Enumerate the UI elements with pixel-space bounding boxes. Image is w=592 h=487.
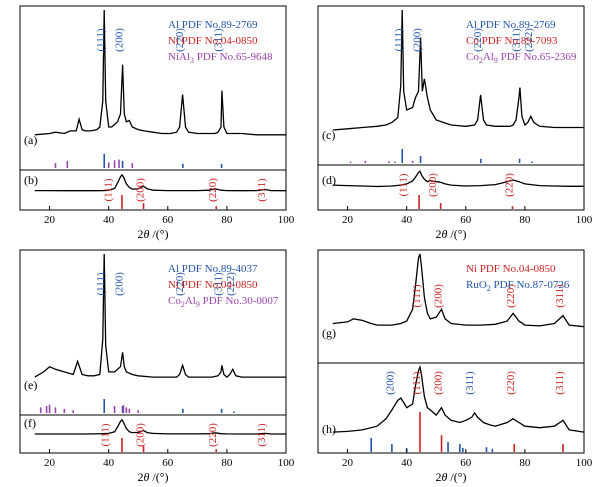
peak-label: (222) [225,272,237,296]
x-tick-label: 60 [162,214,174,226]
x-tick-label: 100 [278,214,295,226]
legend-entry: Al PDF No.89-2769 [168,19,258,31]
legend-entry: Co PDF No.89-7093 [466,35,558,47]
peak-label: (311) [256,178,268,202]
legend-entry: Ni PDF No.04-0850 [168,279,258,291]
peak-label: (220) [505,284,517,308]
chart-panel-1: (a) (b) (111) (200) (220) (311) (111) (200) (220… [19,5,295,241]
peak-label: (200) [114,272,126,296]
x-tick-label: 40 [103,457,115,469]
peak-label: (111) [393,28,405,51]
x-tick-label: 40 [401,457,413,469]
peak-label: (200) [135,178,147,202]
peak-label: (111) [100,423,112,446]
x-tick-label: 60 [460,214,472,226]
peak-label: (220) [207,423,219,447]
peak-label: (222) [523,28,535,52]
chart-panel-2: (c) (d) (111) (200) (220) (311) (222) (111) (200… [317,5,592,241]
xrd-trace-e [34,253,286,378]
x-tick-label: 40 [401,214,413,226]
xrd-trace-a [34,9,286,136]
panel-label: (b) [24,173,38,187]
chart-panel-4: (g) (h) (111) (200) (220) (311) (200) (111) (200… [317,249,592,484]
peak-label: (311) [554,284,566,308]
peak-label: (220) [503,173,515,197]
plot-frame [317,5,585,211]
peak-label: (111) [103,178,115,201]
xrd-trace-f [34,418,286,435]
peak-label: (311) [464,371,476,395]
peak-label: (200) [384,371,396,395]
peak-label: (200) [427,173,439,197]
peak-label: (311) [256,423,268,447]
xrd-trace-g [332,253,585,328]
x-tick-label: 60 [460,457,472,469]
plot-frame [19,249,287,454]
x-tick-label: 40 [103,214,115,226]
plot-frame [19,5,287,211]
peak-label: (311) [511,28,523,52]
peak-label: (220) [472,28,484,52]
panel-label: (h) [322,422,336,436]
peak-label: (200) [433,284,445,308]
peak-label: (111) [411,284,423,307]
peak-label: (220) [505,371,517,395]
panel-label: (e) [24,378,37,392]
legend-entry: Al PDF No.89-2769 [466,19,556,31]
peak-label: (220) [207,178,219,202]
x-tick-label: 20 [342,214,354,226]
peak-label: (220) [174,272,186,296]
legend-entry: Ni PDF No.04-0850 [466,263,556,275]
xrd-trace-c [332,9,584,131]
xrd-trace-d [332,170,584,188]
x-axis-label: 2θ /(°) [137,470,168,484]
legend-entry: Co2Al9 PDF No.65-2369 [466,51,577,65]
peak-label: (200) [114,28,126,52]
panel-label: (d) [322,173,336,187]
x-tick-label: 100 [576,457,592,469]
peak-label: (220) [174,28,186,52]
x-tick-label: 80 [221,214,233,226]
peak-label: (111) [95,28,107,51]
plot-frame [317,249,585,454]
peak-label: (311) [213,28,225,52]
legend-entry: Co2Al9 PDF No.30-0007 [168,295,279,309]
x-tick-label: 80 [519,214,531,226]
peak-label: (200) [412,28,424,52]
x-tick-label: 80 [519,457,531,469]
x-axis-label: 2θ /(°) [435,470,466,484]
chart-panel-3: (e)(f)(111) (200) (220) (311) (222)(111) (200… [19,249,295,484]
peak-label: (111) [398,173,410,196]
x-axis-label: 2θ /(°) [435,227,466,241]
x-tick-label: 20 [44,214,56,226]
x-tick-label: 60 [162,457,174,469]
x-axis-label: 2θ /(°) [137,227,168,241]
peak-label: (111) [411,371,423,394]
panel-label: (f) [24,416,36,430]
peak-label: (311) [213,272,225,296]
peak-label: (311) [554,371,566,395]
x-tick-label: 100 [576,214,592,226]
x-tick-label: 20 [44,457,56,469]
legend-entry: Ni PDF No.04-0850 [168,35,258,47]
x-tick-label: 20 [342,457,354,469]
peak-label: (200) [135,423,147,447]
legend-entry: NiAl3 PDF No.65-9648 [168,51,273,65]
panel-label: (a) [24,133,37,147]
peak-label: (111) [95,272,107,295]
panel-label: (c) [322,128,335,142]
xrd-trace-b [34,173,287,192]
legend-entry: Al PDF No.89-4037 [168,263,258,275]
panel-label: (g) [322,326,336,340]
xrd-trace-h [332,364,585,433]
peak-label: (200) [433,371,445,395]
x-tick-label: 100 [278,457,295,469]
x-tick-label: 80 [221,457,233,469]
legend-entry: RuO2 PDF No.87-0726 [466,279,570,293]
